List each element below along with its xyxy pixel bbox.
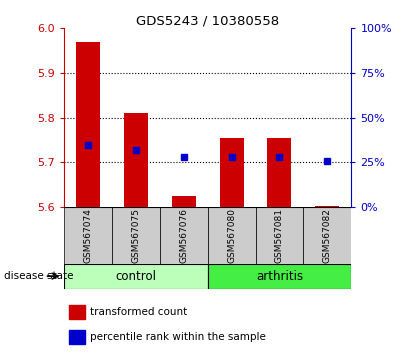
Text: disease state: disease state	[4, 271, 74, 281]
Text: GSM567082: GSM567082	[323, 208, 332, 263]
Text: transformed count: transformed count	[90, 307, 187, 317]
Bar	[124, 113, 148, 207]
Bar	[303, 207, 351, 264]
Title: GDS5243 / 10380558: GDS5243 / 10380558	[136, 14, 279, 27]
Text: GSM567076: GSM567076	[179, 208, 188, 263]
Bar	[69, 306, 85, 319]
Bar	[64, 264, 208, 289]
Bar	[256, 207, 303, 264]
Text: GSM567075: GSM567075	[131, 208, 140, 263]
Bar	[64, 207, 112, 264]
Bar	[208, 207, 256, 264]
Text: GSM567080: GSM567080	[227, 208, 236, 263]
Text: arthritis: arthritis	[256, 270, 303, 282]
Text: percentile rank within the sample: percentile rank within the sample	[90, 332, 266, 342]
Bar	[69, 330, 85, 343]
Bar	[76, 42, 100, 207]
Bar	[172, 196, 196, 207]
Text: GSM567074: GSM567074	[83, 208, 92, 263]
Bar	[208, 264, 351, 289]
Bar	[159, 207, 208, 264]
Text: GSM567081: GSM567081	[275, 208, 284, 263]
Bar	[112, 207, 159, 264]
Bar	[219, 138, 243, 207]
Text: control: control	[115, 270, 156, 282]
Bar	[315, 206, 339, 207]
Bar	[268, 138, 291, 207]
